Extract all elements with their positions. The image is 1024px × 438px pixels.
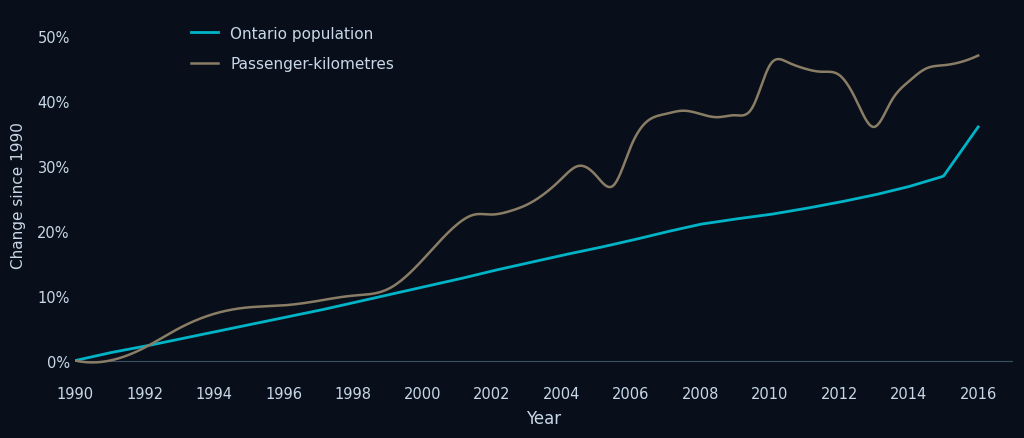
Line: Ontario population: Ontario population bbox=[76, 127, 978, 361]
Ontario population bbox=[809, 205, 821, 210]
Passenger-kilometres bbox=[70, 358, 82, 364]
Y-axis label: Change since 1990: Change since 1990 bbox=[11, 122, 26, 269]
Passenger-kilometres bbox=[86, 360, 98, 365]
Ontario population bbox=[504, 265, 516, 270]
Passenger-kilometres bbox=[972, 54, 984, 59]
Passenger-kilometres bbox=[774, 57, 786, 63]
Line: Passenger-kilometres: Passenger-kilometres bbox=[76, 57, 978, 363]
Ontario population bbox=[950, 156, 963, 161]
Passenger-kilometres bbox=[435, 237, 447, 243]
Passenger-kilometres bbox=[162, 332, 174, 337]
Passenger-kilometres bbox=[468, 212, 480, 218]
Ontario population bbox=[972, 125, 984, 130]
Passenger-kilometres bbox=[690, 111, 702, 116]
Passenger-kilometres bbox=[791, 64, 803, 69]
Ontario population bbox=[498, 266, 510, 271]
Ontario population bbox=[558, 253, 570, 258]
X-axis label: Year: Year bbox=[526, 409, 561, 427]
Ontario population bbox=[606, 242, 618, 247]
Ontario population bbox=[70, 358, 82, 364]
Legend: Ontario population, Passenger-kilometres: Ontario population, Passenger-kilometres bbox=[186, 22, 398, 77]
